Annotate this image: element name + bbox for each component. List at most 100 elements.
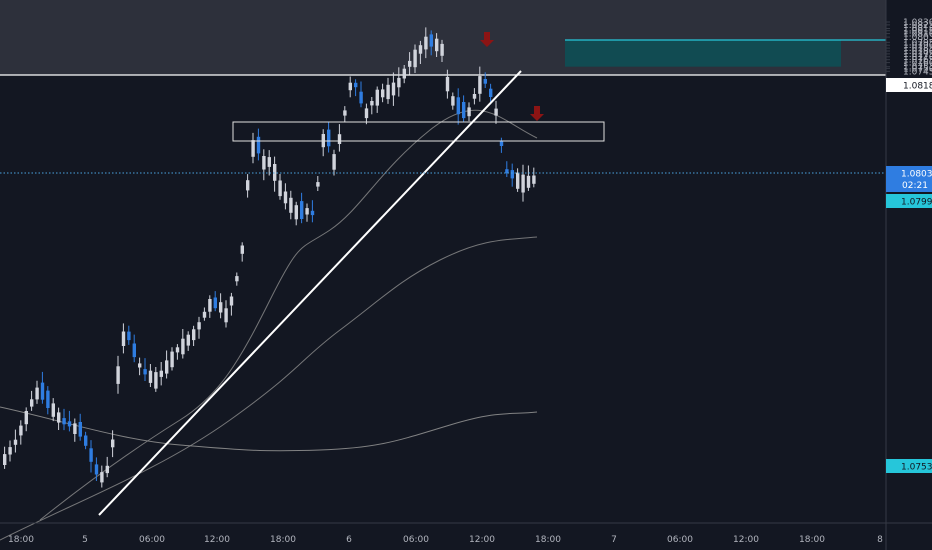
candle-body	[316, 182, 320, 187]
candle-body	[202, 311, 207, 318]
candle-body	[310, 210, 315, 216]
candle-body	[132, 343, 136, 358]
candle-body	[418, 45, 423, 54]
candle-body	[510, 170, 514, 179]
price-axis[interactable]: 1.083001.082501.081881.081501.081001.080…	[886, 18, 932, 77]
candle-body	[516, 172, 520, 189]
supply-zone-box	[232, 121, 605, 142]
y-tick-label: 1.07700	[903, 53, 932, 63]
x-tick-label: 12:00	[733, 535, 759, 545]
y-tick-label: 1.07800	[903, 47, 932, 57]
x-tick-label: 06:00	[667, 535, 693, 545]
candle-body	[381, 89, 385, 98]
candle-body	[494, 108, 498, 116]
candle-body	[337, 134, 342, 144]
candle-body	[478, 76, 482, 94]
x-tick-label: 06:00	[403, 535, 429, 545]
candle-body	[451, 96, 455, 106]
candle-body	[424, 36, 428, 50]
candle-body	[256, 136, 261, 154]
level-tag-bg	[886, 78, 932, 92]
candle-body	[397, 77, 401, 88]
target-tag-bg	[886, 459, 932, 473]
time-axis[interactable]: 18:00 5 06:00 12:00 18:00 6 06:00 12:00 18:00 7 06…	[8, 535, 883, 545]
candle-body	[3, 454, 7, 465]
level-tag: 1.08188	[903, 82, 932, 92]
candle-body	[375, 89, 379, 106]
candle-body	[413, 49, 417, 68]
candle-body	[521, 174, 525, 193]
candle-body	[127, 331, 131, 341]
candle-body	[499, 140, 504, 146]
candle-body	[273, 164, 277, 181]
candle-body	[30, 399, 34, 407]
candle-body	[40, 382, 45, 400]
x-tick-label: 18:00	[799, 535, 825, 545]
moving-averages	[0, 109, 538, 541]
target-zone-rect	[565, 40, 841, 67]
moving-average-1	[39, 109, 538, 521]
candle-body	[46, 390, 50, 408]
candle-body	[262, 156, 266, 170]
candle-body	[456, 97, 460, 115]
candle-body	[24, 411, 28, 425]
candle-body	[462, 102, 466, 119]
candle-body	[408, 60, 412, 67]
candle-body	[67, 421, 72, 427]
y-tick-label: 1.07530	[903, 63, 932, 73]
x-tick-label: 18:00	[535, 535, 561, 545]
down-arrow-2-icon	[530, 106, 544, 121]
candle-body	[472, 94, 477, 99]
target-tag: 1.07530	[901, 463, 932, 473]
candle-body	[175, 347, 180, 353]
candle-body	[429, 34, 433, 47]
candle-body	[435, 38, 439, 52]
y-tick-label: 1.07500	[903, 64, 932, 74]
down-arrow-1-icon	[480, 32, 494, 47]
candle-body	[278, 180, 282, 197]
candle-body	[267, 157, 271, 167]
candle-body	[197, 322, 201, 330]
candle-body	[402, 68, 406, 79]
candle-body	[78, 422, 82, 437]
candle-body	[370, 101, 374, 106]
candle-body	[19, 425, 23, 436]
candle-body	[138, 363, 142, 368]
candle-body	[165, 360, 169, 374]
trendline	[98, 70, 522, 516]
candle-body	[148, 370, 153, 383]
candle-body	[143, 369, 147, 375]
y-tick-label: 1.07950	[903, 38, 932, 48]
current-price-tag-bg	[886, 166, 932, 192]
candle-body	[251, 140, 255, 157]
y-tick-label: 1.07450	[903, 67, 932, 77]
candle-body	[35, 387, 39, 400]
candle-body	[62, 418, 66, 425]
candle-body	[467, 107, 471, 117]
entry-tag-bg	[886, 194, 932, 208]
y-tick-label: 1.08039	[903, 33, 932, 43]
candles	[3, 27, 536, 488]
candle-body	[332, 154, 336, 170]
candle-body	[111, 439, 115, 448]
arrows	[480, 32, 544, 121]
candle-body	[73, 423, 77, 434]
candle-body	[116, 366, 120, 384]
candle-body	[505, 169, 509, 174]
candle-body	[348, 82, 352, 91]
candle-body	[208, 299, 212, 312]
candle-body	[283, 191, 288, 204]
candle-body	[289, 197, 293, 213]
candle-body	[489, 88, 493, 97]
x-tick-label: 6	[346, 535, 352, 545]
candle-body	[235, 276, 239, 282]
y-tick-label: 1.08188	[903, 25, 932, 35]
candle-body	[483, 79, 487, 84]
candle-body	[343, 110, 347, 116]
candle-body	[121, 331, 126, 346]
price-tags: 1.08188 1.08039 02:21 1.07990 1.07530	[886, 78, 932, 473]
candle-body	[181, 338, 185, 355]
candle-body	[224, 308, 228, 323]
